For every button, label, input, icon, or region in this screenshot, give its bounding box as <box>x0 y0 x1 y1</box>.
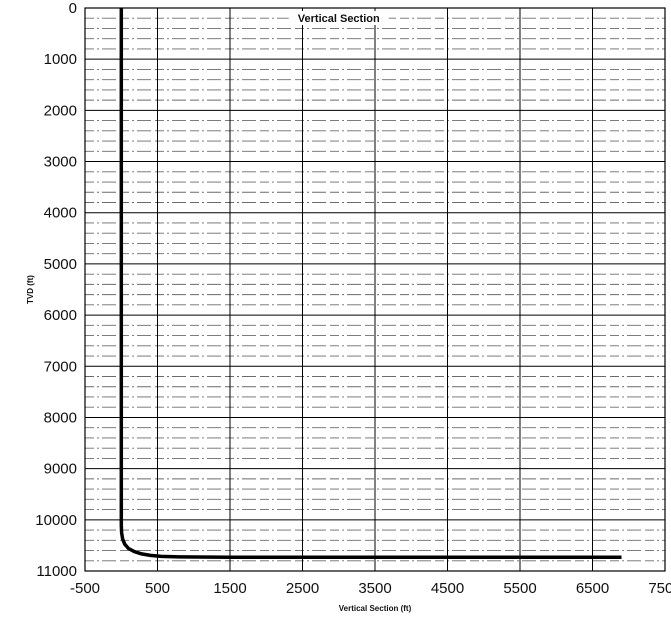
y-tick-label: 11000 <box>36 563 77 580</box>
y-tick-label: 8000 <box>44 409 77 426</box>
major-gridlines <box>84 7 666 572</box>
y-tick-label: 1000 <box>44 51 77 68</box>
minor-gridlines <box>85 17 665 562</box>
y-tick-labels: 0 1000 2000 3000 4000 5000 6000 7000 8000 9000 100… <box>35 0 77 580</box>
x-tick-labels: -500 500 1500 2500 3500 4500 5500 6500 7500 <box>70 580 671 597</box>
x-tick-label: 3500 <box>358 580 391 597</box>
y-tick-label: 7000 <box>44 358 77 375</box>
y-tick-label: 3000 <box>44 154 77 171</box>
series-layer <box>119 8 622 559</box>
x-tick-label: 500 <box>145 580 170 597</box>
x-tick-label: -500 <box>70 580 100 597</box>
x-tick-label: 5500 <box>503 580 536 597</box>
y-axis-title: TVD (ft) <box>26 275 35 304</box>
x-tick-label: 1500 <box>213 580 246 597</box>
plot-area-frame <box>84 7 666 572</box>
y-tick-label: 9000 <box>44 461 77 478</box>
x-tick-label: 7500 <box>648 580 671 597</box>
y-tick-label: 6000 <box>44 307 77 324</box>
chart-title: Vertical Section <box>298 13 380 25</box>
chart-title-background <box>288 11 389 25</box>
trajectory-line <box>119 8 622 559</box>
x-tick-label: 4500 <box>431 580 464 597</box>
y-tick-label: 0 <box>69 0 77 17</box>
y-tick-label: 2000 <box>44 102 77 119</box>
y-tick-label: 4000 <box>44 205 77 222</box>
x-tick-label: 6500 <box>576 580 609 597</box>
y-tick-label: 5000 <box>44 256 77 273</box>
x-axis-title: Vertical Section (ft) <box>339 604 412 613</box>
y-tick-label: 10000 <box>35 512 77 529</box>
x-tick-label: 2500 <box>286 580 319 597</box>
